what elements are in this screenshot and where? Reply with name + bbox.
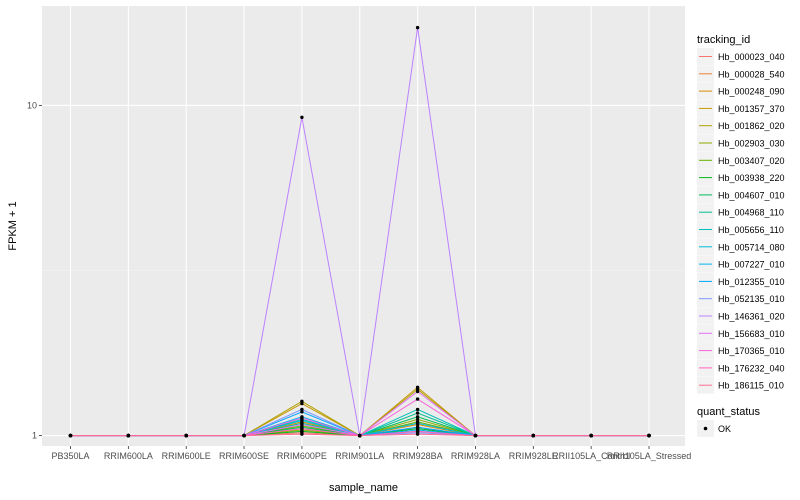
x-tick-label: RRIM600PE bbox=[277, 451, 327, 461]
x-tick-label: RRIM928BA bbox=[393, 451, 443, 461]
legend-label: Hb_001357_370 bbox=[718, 104, 785, 114]
legend-label: Hb_156683_010 bbox=[718, 329, 785, 339]
data-point bbox=[473, 433, 478, 438]
x-tick-label: RRIM600SE bbox=[219, 451, 269, 461]
y-tick-label: 1 bbox=[32, 431, 37, 441]
legend-items: Hb_000023_040 Hb_000028_540 Hb_000248_090 H… bbox=[697, 48, 785, 394]
data-point bbox=[242, 433, 246, 438]
y-axis-title: FPKM + 1 bbox=[7, 201, 19, 250]
x-tick-label: RRII105LA_Control bbox=[552, 451, 630, 461]
data-point bbox=[300, 399, 304, 404]
y-axis-ticks: 1 10 bbox=[27, 100, 42, 441]
data-point bbox=[415, 25, 420, 30]
x-tick-label: RRII105LA_Stressed bbox=[607, 451, 692, 461]
data-point bbox=[300, 115, 304, 120]
legend-label: Hb_005656_110 bbox=[718, 225, 784, 235]
legend-label: Hb_003938_220 bbox=[718, 173, 785, 183]
x-axis-ticks: PB350LA RRIM600LA RRIM600LE RRIM600SE RRIM60… bbox=[51, 446, 691, 461]
x-tick-label: RRIM600LA bbox=[104, 451, 153, 461]
data-point bbox=[126, 433, 131, 438]
x-axis-title: sample_name bbox=[329, 482, 398, 494]
shape-legend-title: quant_status bbox=[697, 406, 760, 418]
x-tick-label: PB350LA bbox=[51, 451, 89, 461]
legend-label: Hb_146361_020 bbox=[718, 312, 785, 322]
legend-label: Hb_186115_010 bbox=[718, 381, 784, 391]
legend-title: tracking_id bbox=[697, 34, 750, 46]
data-point bbox=[300, 410, 304, 414]
legend-label: Hb_000248_090 bbox=[718, 87, 785, 97]
legend-label: Hb_004607_010 bbox=[718, 190, 785, 200]
legend-label: Hb_000023_040 bbox=[718, 52, 785, 62]
data-point bbox=[415, 425, 420, 429]
data-point bbox=[531, 433, 535, 438]
data-point bbox=[415, 389, 420, 394]
shape-legend-label: OK bbox=[718, 424, 731, 434]
data-point bbox=[415, 407, 420, 412]
data-point bbox=[415, 432, 420, 436]
legend-label: Hb_003407_020 bbox=[718, 156, 785, 166]
shape-legend-items: OK bbox=[697, 420, 731, 437]
y-tick-label: 10 bbox=[27, 100, 37, 110]
data-point bbox=[300, 432, 304, 436]
legend-label: Hb_007227_010 bbox=[718, 260, 785, 270]
data-point bbox=[300, 429, 304, 434]
data-point bbox=[415, 417, 420, 422]
legend-label: Hb_004968_110 bbox=[718, 208, 784, 218]
data-point bbox=[300, 422, 304, 427]
data-point bbox=[300, 418, 304, 423]
x-tick-label: RRIM928LA bbox=[451, 451, 500, 461]
data-point bbox=[415, 411, 420, 415]
data-point bbox=[415, 397, 420, 401]
data-point bbox=[415, 429, 420, 434]
legend-label: Hb_176232_040 bbox=[718, 363, 785, 373]
data-point bbox=[358, 433, 362, 438]
data-point bbox=[415, 421, 420, 425]
legend-label: Hb_170365_010 bbox=[718, 346, 785, 356]
x-tick-label: RRIM928LE bbox=[509, 451, 558, 461]
series-points bbox=[68, 25, 651, 438]
data-point bbox=[300, 426, 304, 431]
shape-legend-dot bbox=[703, 426, 708, 431]
x-tick-label: RRIM600LE bbox=[162, 451, 211, 461]
data-point bbox=[68, 433, 73, 438]
data-point bbox=[300, 416, 304, 420]
data-point bbox=[415, 415, 420, 419]
legend: tracking_id Hb_000023_040Hb_000028_540Hb… bbox=[697, 34, 785, 437]
legend-label: Hb_001862_020 bbox=[718, 121, 785, 131]
grid-major bbox=[42, 6, 685, 446]
data-point bbox=[647, 433, 651, 438]
x-tick-label: RRIM901LA bbox=[335, 451, 384, 461]
legend-label: Hb_052135_010 bbox=[718, 294, 785, 304]
data-point bbox=[300, 407, 304, 412]
legend-label: Hb_002903_030 bbox=[718, 139, 785, 149]
legend-label: Hb_012355_010 bbox=[718, 277, 785, 287]
panel-background bbox=[42, 6, 685, 446]
legend-label: Hb_000028_540 bbox=[718, 69, 785, 79]
legend-label: Hb_005714_080 bbox=[718, 242, 785, 252]
data-point bbox=[184, 433, 188, 438]
data-point bbox=[589, 433, 593, 438]
